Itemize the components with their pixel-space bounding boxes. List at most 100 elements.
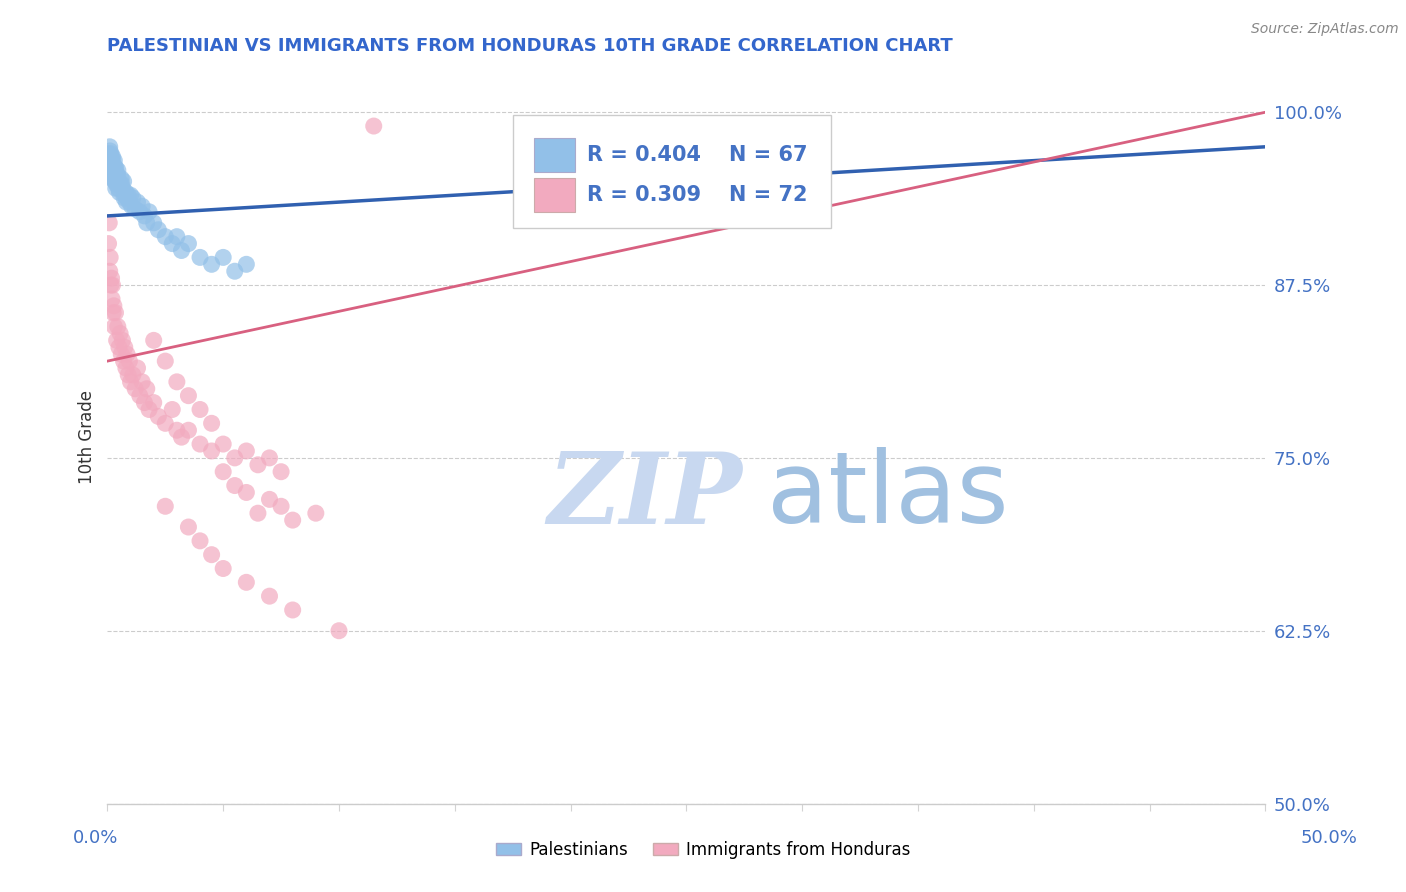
Point [108,177,131,191]
Point [281,513,304,527]
Point [101,161,124,175]
Point [127,195,149,210]
Point [235,257,257,271]
Point [105,177,128,191]
Point [135,216,157,230]
Point [101,153,124,168]
Point [177,423,200,437]
Point [121,199,143,213]
Point [103,171,125,186]
Point [259,589,281,603]
Point [177,389,200,403]
Point [138,402,160,417]
Point [201,257,224,271]
Point [118,354,141,368]
Point [107,163,129,178]
Point [363,119,385,133]
Point [104,181,127,195]
Point [201,444,224,458]
Point [201,417,224,431]
Point [259,492,281,507]
Point [224,450,246,465]
Point [235,444,257,458]
Point [105,334,128,348]
Point [105,168,128,182]
Point [188,437,211,451]
Point [104,306,127,320]
Point [177,520,200,534]
Point [100,163,122,178]
Point [134,209,156,223]
Point [98,264,121,278]
Point [117,188,139,202]
Point [103,163,125,178]
Point [98,153,121,168]
Point [155,354,177,368]
FancyBboxPatch shape [513,115,831,228]
Point [135,382,157,396]
Point [98,251,121,265]
Point [101,306,124,320]
Point [246,506,269,520]
Point [114,340,136,354]
Point [105,171,128,186]
Point [155,417,177,431]
Point [212,251,235,265]
Point [103,299,125,313]
Point [120,188,142,202]
Point [155,500,177,514]
Point [101,168,124,182]
Point [121,368,143,382]
Point [115,361,138,376]
Point [98,216,121,230]
Point [107,319,129,334]
Point [188,251,211,265]
Point [127,361,149,376]
Point [100,153,122,168]
Point [100,271,122,285]
Point [97,236,120,251]
Point [112,191,135,205]
Point [188,402,211,417]
Point [155,229,177,244]
Text: R = 0.404: R = 0.404 [586,145,700,165]
Point [224,478,246,492]
Point [131,375,153,389]
Point [111,334,134,348]
Text: ZIP: ZIP [547,448,742,544]
Point [104,161,127,175]
Text: PALESTINIAN VS IMMIGRANTS FROM HONDURAS 10TH GRADE CORRELATION CHART: PALESTINIAN VS IMMIGRANTS FROM HONDURAS … [107,37,953,55]
Point [98,144,121,158]
Point [100,146,122,161]
Point [101,278,124,293]
Point [103,319,125,334]
Point [108,340,131,354]
Point [177,236,200,251]
Point [101,149,124,163]
Point [138,204,160,219]
Point [110,171,132,186]
Point [108,326,131,341]
Point [100,149,122,163]
Point [160,236,183,251]
Point [212,465,235,479]
Point [97,146,120,161]
Point [98,161,121,175]
Point [120,375,142,389]
Point [111,181,134,195]
Point [121,191,143,205]
Point [118,195,141,210]
Point [281,603,304,617]
FancyBboxPatch shape [533,178,575,212]
Point [124,202,146,216]
Point [170,244,193,258]
Point [170,430,193,444]
Point [115,347,138,361]
Point [117,368,139,382]
Point [259,450,281,465]
Point [328,624,350,638]
Point [124,382,146,396]
Point [98,158,121,172]
Point [101,292,124,306]
Point [235,485,257,500]
